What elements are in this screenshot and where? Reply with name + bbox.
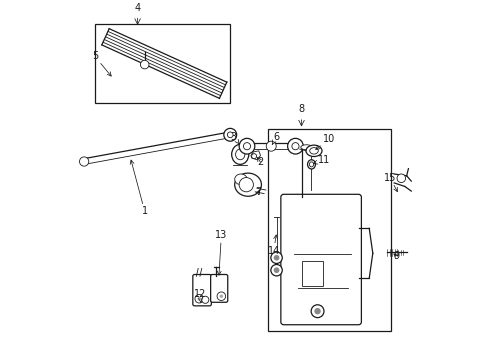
FancyBboxPatch shape — [210, 274, 227, 302]
Ellipse shape — [309, 148, 318, 154]
Circle shape — [273, 267, 279, 273]
Ellipse shape — [305, 145, 322, 157]
Circle shape — [270, 265, 282, 276]
Text: 7: 7 — [255, 187, 262, 197]
Text: 6: 6 — [272, 131, 279, 144]
Text: 1: 1 — [130, 160, 147, 216]
Text: 3: 3 — [230, 131, 239, 144]
Circle shape — [310, 305, 324, 318]
Circle shape — [202, 296, 208, 303]
Text: 5: 5 — [92, 51, 111, 76]
Circle shape — [265, 141, 276, 151]
Text: 8: 8 — [298, 104, 304, 114]
FancyBboxPatch shape — [192, 274, 211, 306]
Circle shape — [239, 138, 254, 154]
Bar — [267, 130, 390, 331]
Circle shape — [80, 157, 89, 166]
Circle shape — [291, 143, 299, 150]
Ellipse shape — [300, 145, 311, 150]
Ellipse shape — [234, 174, 246, 185]
Text: 12: 12 — [193, 289, 206, 302]
Circle shape — [270, 252, 282, 264]
Text: 2: 2 — [257, 157, 263, 167]
Circle shape — [314, 308, 320, 314]
Circle shape — [251, 154, 256, 159]
Ellipse shape — [235, 149, 244, 160]
Text: 13: 13 — [215, 230, 227, 275]
Circle shape — [224, 129, 236, 141]
Circle shape — [197, 297, 201, 301]
Circle shape — [217, 292, 225, 301]
Circle shape — [239, 177, 253, 192]
Text: 11: 11 — [313, 155, 329, 165]
Circle shape — [227, 132, 233, 138]
Circle shape — [273, 255, 279, 261]
Ellipse shape — [309, 162, 313, 167]
Text: 9: 9 — [392, 251, 398, 261]
FancyBboxPatch shape — [280, 194, 361, 325]
Text: 15: 15 — [383, 172, 397, 192]
Bar — [95, 24, 230, 103]
Bar — [301, 261, 322, 286]
Text: 4: 4 — [134, 3, 141, 13]
Text: 10: 10 — [315, 134, 335, 149]
Polygon shape — [250, 151, 260, 160]
Ellipse shape — [307, 160, 315, 169]
Circle shape — [195, 294, 203, 303]
Ellipse shape — [231, 144, 248, 165]
Ellipse shape — [234, 173, 261, 196]
Circle shape — [396, 174, 405, 183]
Text: 14: 14 — [267, 235, 279, 256]
Circle shape — [219, 294, 223, 298]
Circle shape — [287, 138, 303, 154]
Circle shape — [243, 143, 250, 150]
Circle shape — [140, 60, 149, 69]
